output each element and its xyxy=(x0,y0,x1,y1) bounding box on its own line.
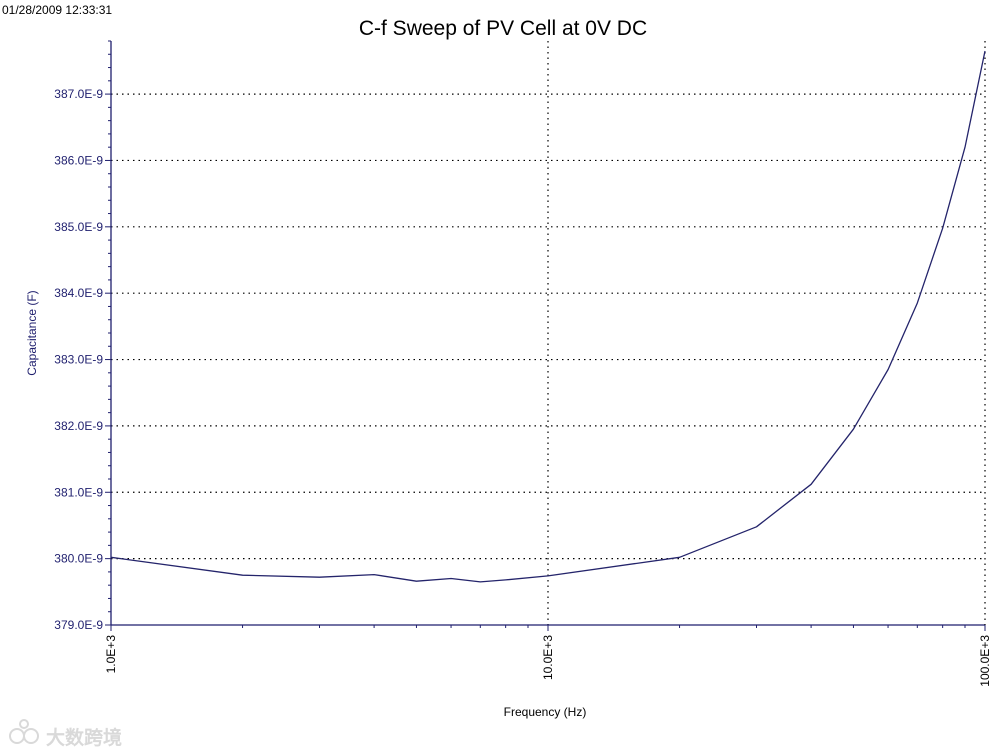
y-tick-label: 379.0E-9 xyxy=(54,618,103,632)
x-tick-label: 10.0E+3 xyxy=(541,635,555,680)
y-tick-label: 387.0E-9 xyxy=(54,87,103,101)
minor-ticks xyxy=(108,40,966,628)
y-tick-label: 382.0E-9 xyxy=(54,419,103,433)
y-tick-label: 386.0E-9 xyxy=(54,153,103,167)
x-tick-label: 1.0E+3 xyxy=(104,635,118,674)
y-tick-label: 385.0E-9 xyxy=(54,220,103,234)
y-tick-label: 384.0E-9 xyxy=(54,286,103,300)
watermark-logo-icon xyxy=(9,719,39,744)
x-tick-label: 100.0E+3 xyxy=(978,635,992,687)
y-tick-label: 381.0E-9 xyxy=(54,485,103,499)
y-tick-labels: 379.0E-9 380.0E-9 381.0E-9 382.0E-9 383.0E-9… xyxy=(54,87,103,632)
grid xyxy=(111,41,985,625)
watermark: 大数跨境 xyxy=(9,719,122,749)
series-layer xyxy=(110,50,986,583)
x-axis-label: Frequency (Hz) xyxy=(504,705,587,719)
axes xyxy=(105,41,986,631)
series-line xyxy=(110,50,986,583)
x-tick-labels: 1.0E+3 10.0E+3 100.0E+3 xyxy=(104,635,992,687)
timestamp: 01/28/2009 12:33:31 xyxy=(2,3,112,17)
y-axis-label: Capacitance (F) xyxy=(25,290,39,375)
y-tick-label: 383.0E-9 xyxy=(54,353,103,367)
y-tick-label: 380.0E-9 xyxy=(54,552,103,566)
watermark-text: 大数跨境 xyxy=(46,726,122,749)
chart-title: C-f Sweep of PV Cell at 0V DC xyxy=(359,17,647,40)
